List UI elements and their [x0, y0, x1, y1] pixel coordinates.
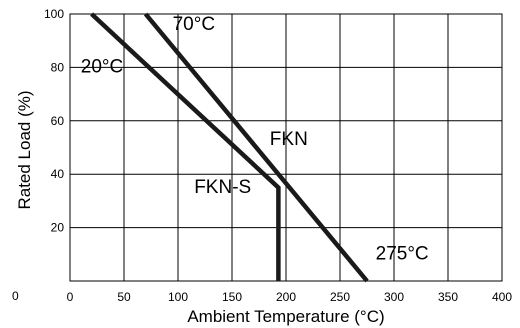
- series-line-fkn-s: [90, 12, 281, 281]
- y-origin-label: 0: [12, 289, 19, 303]
- annotations: 70°C 20°C FKN FKN-S 275°C: [81, 14, 429, 265]
- x-tick-label: 100: [168, 290, 188, 304]
- annotation-label: FKN: [270, 129, 308, 150]
- x-tick-label: 400: [492, 290, 512, 304]
- annotation-label: 70°C: [173, 14, 215, 35]
- y-axis-label: Rated Load (%): [15, 90, 34, 209]
- y-tick-label: 80: [51, 60, 65, 74]
- y-tick-label: 60: [51, 114, 65, 128]
- grid: [69, 13, 503, 282]
- x-axis-label-text: Ambient Temperature (: [187, 307, 360, 326]
- y-tick-label: 100: [44, 7, 64, 21]
- y-tick-label: 40: [51, 167, 65, 181]
- series-lines: [90, 12, 369, 283]
- tick-labels: 0 50 100 150 200 250 300 350 400 20 40 60 80 100: [44, 7, 512, 304]
- x-tick-label: 200: [276, 290, 296, 304]
- series-line-fkn: [143, 12, 369, 283]
- x-tick-label: 0: [67, 290, 74, 304]
- x-tick-label: 250: [330, 290, 350, 304]
- x-tick-label: 350: [438, 290, 458, 304]
- x-tick-label: 300: [384, 290, 404, 304]
- x-tick-label: 50: [117, 290, 131, 304]
- x-axis-label-unit: °C): [360, 307, 385, 326]
- x-axis-label: Ambient Temperature (°C): [187, 307, 384, 326]
- annotation-label: 275°C: [376, 244, 429, 265]
- y-tick-label: 20: [51, 221, 65, 235]
- annotation-label: 20°C: [81, 57, 123, 78]
- x-tick-label: 150: [222, 290, 242, 304]
- annotation-label: FKN-S: [194, 177, 251, 198]
